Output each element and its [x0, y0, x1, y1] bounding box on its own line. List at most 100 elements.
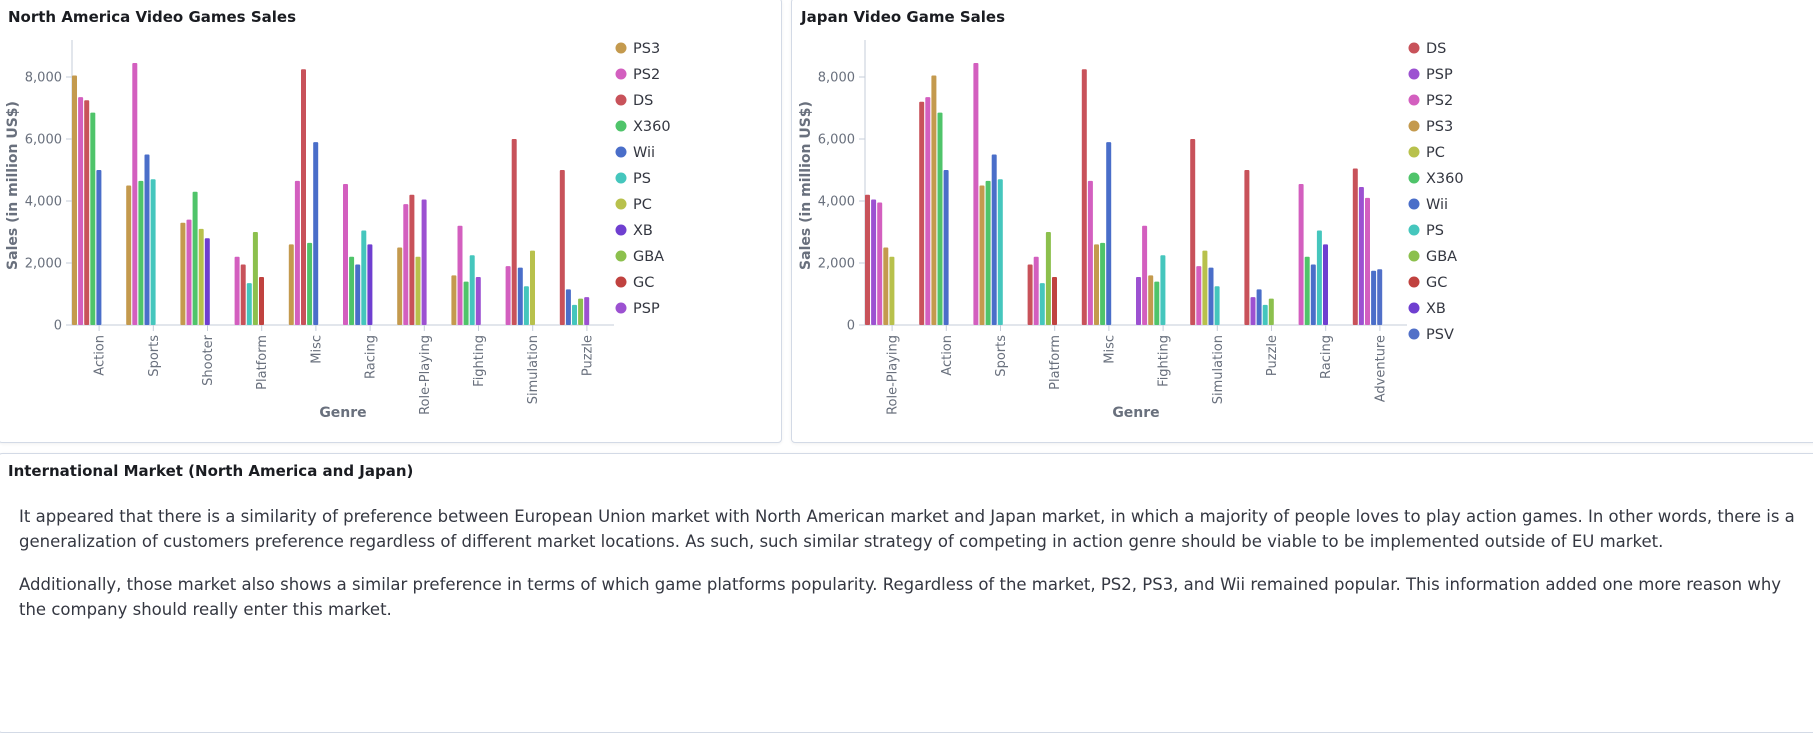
na-legend-label-ps2: PS2: [633, 67, 660, 83]
na-bar-sports-ps3: [126, 185, 132, 325]
jp-x-tick-label-fighting: Fighting: [1157, 335, 1172, 387]
jp-legend-swatch-ps2: [1408, 94, 1420, 106]
na-y-tick-label: 4,000: [25, 195, 62, 210]
intl-paragraph-1: It appeared that there is a similarity o…: [19, 507, 1795, 551]
na-panel-title: North America Video Games Sales: [8, 8, 296, 26]
na-bar-puzzle-ds: [559, 170, 565, 325]
jp-x-tick-label-sports: Sports: [994, 335, 1009, 377]
jp-bar-platform-ds: [1027, 264, 1033, 325]
na-bar-platform-ps2: [234, 256, 240, 325]
jp-bar-simulation-pc: [1202, 250, 1208, 325]
jp-legend-swatch-ps3: [1408, 120, 1420, 132]
jp-sales-panel: Japan Video Game Sales 0 2,000 4,000 6,000 8…: [791, 0, 1813, 443]
na-bar-racing-xb: [367, 244, 373, 325]
na-bar-platform-gba: [252, 232, 258, 325]
na-bar-fighting-x360: [463, 281, 469, 325]
na-x-tick-label-shooter: Shooter: [201, 334, 216, 385]
jp-bar-platform-ps: [1039, 283, 1045, 325]
na-bar-puzzle-wii: [565, 289, 571, 325]
jp-legend-label-ps2: PS2: [1426, 93, 1453, 109]
jp-bar-action-x360: [937, 112, 943, 326]
jp-bar-fighting-psp: [1136, 276, 1141, 325]
jp-x-tick-label-simulation: Simulation: [1211, 335, 1226, 404]
jp-legend-label-psv: PSV: [1426, 327, 1454, 343]
jp-bar-role-playing-pc: [889, 256, 895, 325]
jp-bar-platform-ps2: [1033, 256, 1039, 325]
na-bar-action-ps3: [72, 75, 77, 325]
na-bar-action-wii: [96, 170, 102, 325]
jp-bar-platform-gba: [1045, 232, 1051, 325]
jp-y-tick-label: 0: [847, 319, 855, 334]
jp-bar-racing-x360: [1304, 256, 1310, 325]
na-legend-label-xb: XB: [633, 223, 653, 239]
na-bar-racing-ps2: [343, 183, 348, 325]
jp-bar-puzzle-ds: [1244, 170, 1250, 325]
na-bar-action-ps2: [78, 97, 84, 326]
jp-bar-simulation-ps2: [1196, 266, 1202, 325]
jp-y-tick-label: 2,000: [818, 257, 855, 272]
jp-bar-sports-ps: [997, 179, 1003, 325]
na-bar-racing-wii: [355, 264, 361, 325]
na-bar-misc-ds: [301, 69, 306, 325]
jp-legend-swatch-gba: [1408, 250, 1420, 262]
jp-bar-action-ps2: [925, 97, 931, 326]
na-legend-label-pc: PC: [633, 197, 652, 213]
na-bar-shooter-x360: [192, 191, 198, 325]
jp-x-tick-label-racing: Racing: [1319, 335, 1334, 379]
jp-legend-label-ps: PS: [1426, 223, 1444, 239]
na-legend-swatch-x360: [615, 120, 627, 132]
jp-x-axis-title: Genre: [1112, 405, 1159, 421]
na-x-axis-title: Genre: [319, 405, 366, 421]
jp-y-tick-label: 4,000: [818, 195, 855, 210]
na-x-tick-label-sports: Sports: [147, 335, 162, 377]
jp-panel-title: Japan Video Game Sales: [801, 8, 1006, 26]
na-bar-puzzle-ps: [572, 304, 577, 325]
jp-bar-sports-ps3: [979, 185, 985, 325]
na-legend-label-gba: GBA: [633, 249, 664, 265]
jp-bar-fighting-ps: [1160, 255, 1166, 325]
jp-bar-adventure-ps2: [1365, 197, 1370, 325]
jp-y-axis-title: Sales (in million US$): [798, 101, 814, 270]
jp-bar-fighting-ps2: [1142, 225, 1148, 325]
jp-legend-swatch-x360: [1408, 172, 1420, 184]
jp-y-tick-label: 8,000: [818, 71, 855, 86]
jp-x-tick-label-adventure: Adventure: [1373, 335, 1388, 402]
jp-legend-swatch-xb: [1408, 302, 1420, 314]
na-bar-misc-ps2: [294, 180, 300, 325]
intl-paragraph-2: Additionally, those market also shows a …: [19, 575, 1782, 619]
jp-bar-sports-wii: [991, 154, 997, 325]
jp-bar-racing-ps2: [1298, 183, 1304, 325]
jp-y-tick-label: 6,000: [818, 133, 855, 148]
jp-legend-label-ds: DS: [1426, 41, 1446, 57]
jp-bar-action-ds: [919, 101, 925, 325]
jp-bar-puzzle-gba: [1268, 298, 1274, 325]
jp-legend-label-x360: X360: [1426, 171, 1464, 187]
na-bar-shooter-ps2: [186, 219, 192, 325]
jp-bar-puzzle-wii: [1256, 289, 1262, 325]
jp-legend-swatch-gc: [1408, 276, 1420, 288]
na-y-tick-label: 6,000: [25, 133, 62, 148]
na-bar-simulation-pc: [530, 250, 535, 325]
jp-bar-adventure-psv: [1377, 269, 1383, 325]
jp-legend-label-pc: PC: [1426, 145, 1445, 161]
na-bar-platform-ds: [240, 264, 246, 325]
jp-legend-swatch-ps: [1408, 224, 1420, 236]
na-bar-simulation-ps: [523, 286, 529, 325]
jp-bar-adventure-ds: [1352, 168, 1358, 325]
na-x-tick-label-misc: Misc: [309, 335, 324, 364]
jp-bar-sports-x360: [985, 180, 991, 325]
na-bar-puzzle-gba: [578, 298, 584, 325]
jp-x-tick-label-role-playing: Role-Playing: [886, 335, 901, 415]
na-bar-role-playing-ds: [409, 194, 415, 325]
na-legend-label-psp: PSP: [633, 301, 660, 317]
jp-sales-chart: 0 2,000 4,000 6,000 8,000 Sales (in million U…: [798, 40, 1464, 421]
na-legend-swatch-pc: [615, 198, 627, 210]
intl-markdown-body: It appeared that there is a similarity o…: [19, 504, 1800, 640]
na-x-tick-label-simulation: Simulation: [526, 335, 541, 404]
jp-bar-adventure-psp: [1358, 187, 1364, 325]
jp-bar-fighting-ps3: [1148, 275, 1154, 325]
jp-bar-adventure-wii: [1371, 270, 1377, 325]
jp-bar-role-playing-psp: [871, 199, 877, 325]
na-bar-sports-ps: [150, 179, 156, 325]
jp-bar-misc-x360: [1100, 242, 1106, 325]
